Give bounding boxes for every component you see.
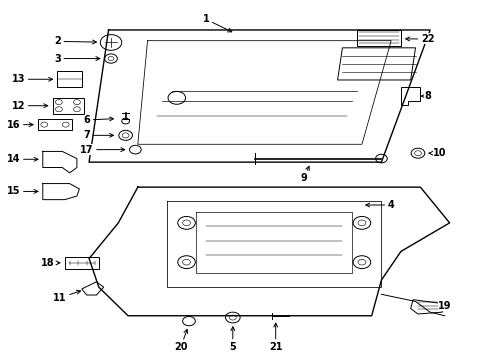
Text: 16: 16 (7, 120, 33, 130)
Text: 2: 2 (54, 36, 97, 46)
Text: 12: 12 (12, 101, 48, 111)
Text: 8: 8 (421, 91, 431, 101)
Text: 5: 5 (229, 327, 236, 352)
Text: 7: 7 (83, 130, 114, 140)
Text: 1: 1 (203, 14, 232, 32)
Text: 11: 11 (53, 290, 80, 303)
Text: 21: 21 (269, 323, 282, 352)
Text: 13: 13 (12, 74, 52, 84)
Text: 18: 18 (41, 258, 60, 268)
Text: 3: 3 (54, 54, 100, 64)
Text: 15: 15 (7, 186, 38, 197)
Text: 20: 20 (174, 329, 188, 352)
Text: 10: 10 (429, 148, 447, 158)
Text: 14: 14 (7, 154, 38, 164)
Text: 9: 9 (300, 166, 309, 183)
Text: 22: 22 (406, 34, 435, 44)
Text: 4: 4 (366, 200, 394, 210)
Text: 17: 17 (80, 145, 124, 155)
Text: 6: 6 (83, 115, 114, 125)
Text: 19: 19 (438, 301, 451, 311)
